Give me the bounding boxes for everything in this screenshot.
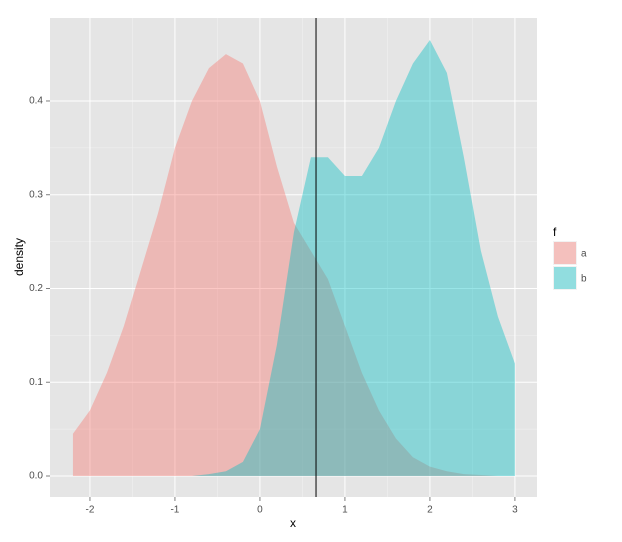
legend-background [553, 266, 577, 290]
panel [50, 18, 537, 497]
x-axis-title: x [290, 516, 296, 530]
x-tick-label: -1 [170, 505, 179, 516]
x-tick-label: -2 [85, 505, 94, 516]
legend-label: b [581, 274, 587, 285]
x-tick-label: 3 [512, 505, 518, 516]
y-axis-title: density [12, 238, 26, 276]
density-area [72, 54, 515, 476]
legend-background [553, 241, 577, 265]
density-area [72, 40, 515, 476]
y-tick-label: 0.2 [29, 283, 43, 294]
y-tick-label: 0.0 [29, 471, 43, 482]
y-tick-label: 0.3 [29, 189, 43, 200]
x-tick-label: 0 [257, 505, 263, 516]
y-tick-label: 0.4 [29, 96, 43, 107]
x-tick-label: 1 [342, 505, 348, 516]
legend-label: a [581, 249, 587, 260]
x-tick-label: 2 [427, 505, 433, 516]
y-tick-label: 0.1 [29, 377, 43, 388]
legend-key [554, 242, 576, 264]
legend-title: f [553, 225, 557, 239]
legend-key [554, 267, 576, 289]
